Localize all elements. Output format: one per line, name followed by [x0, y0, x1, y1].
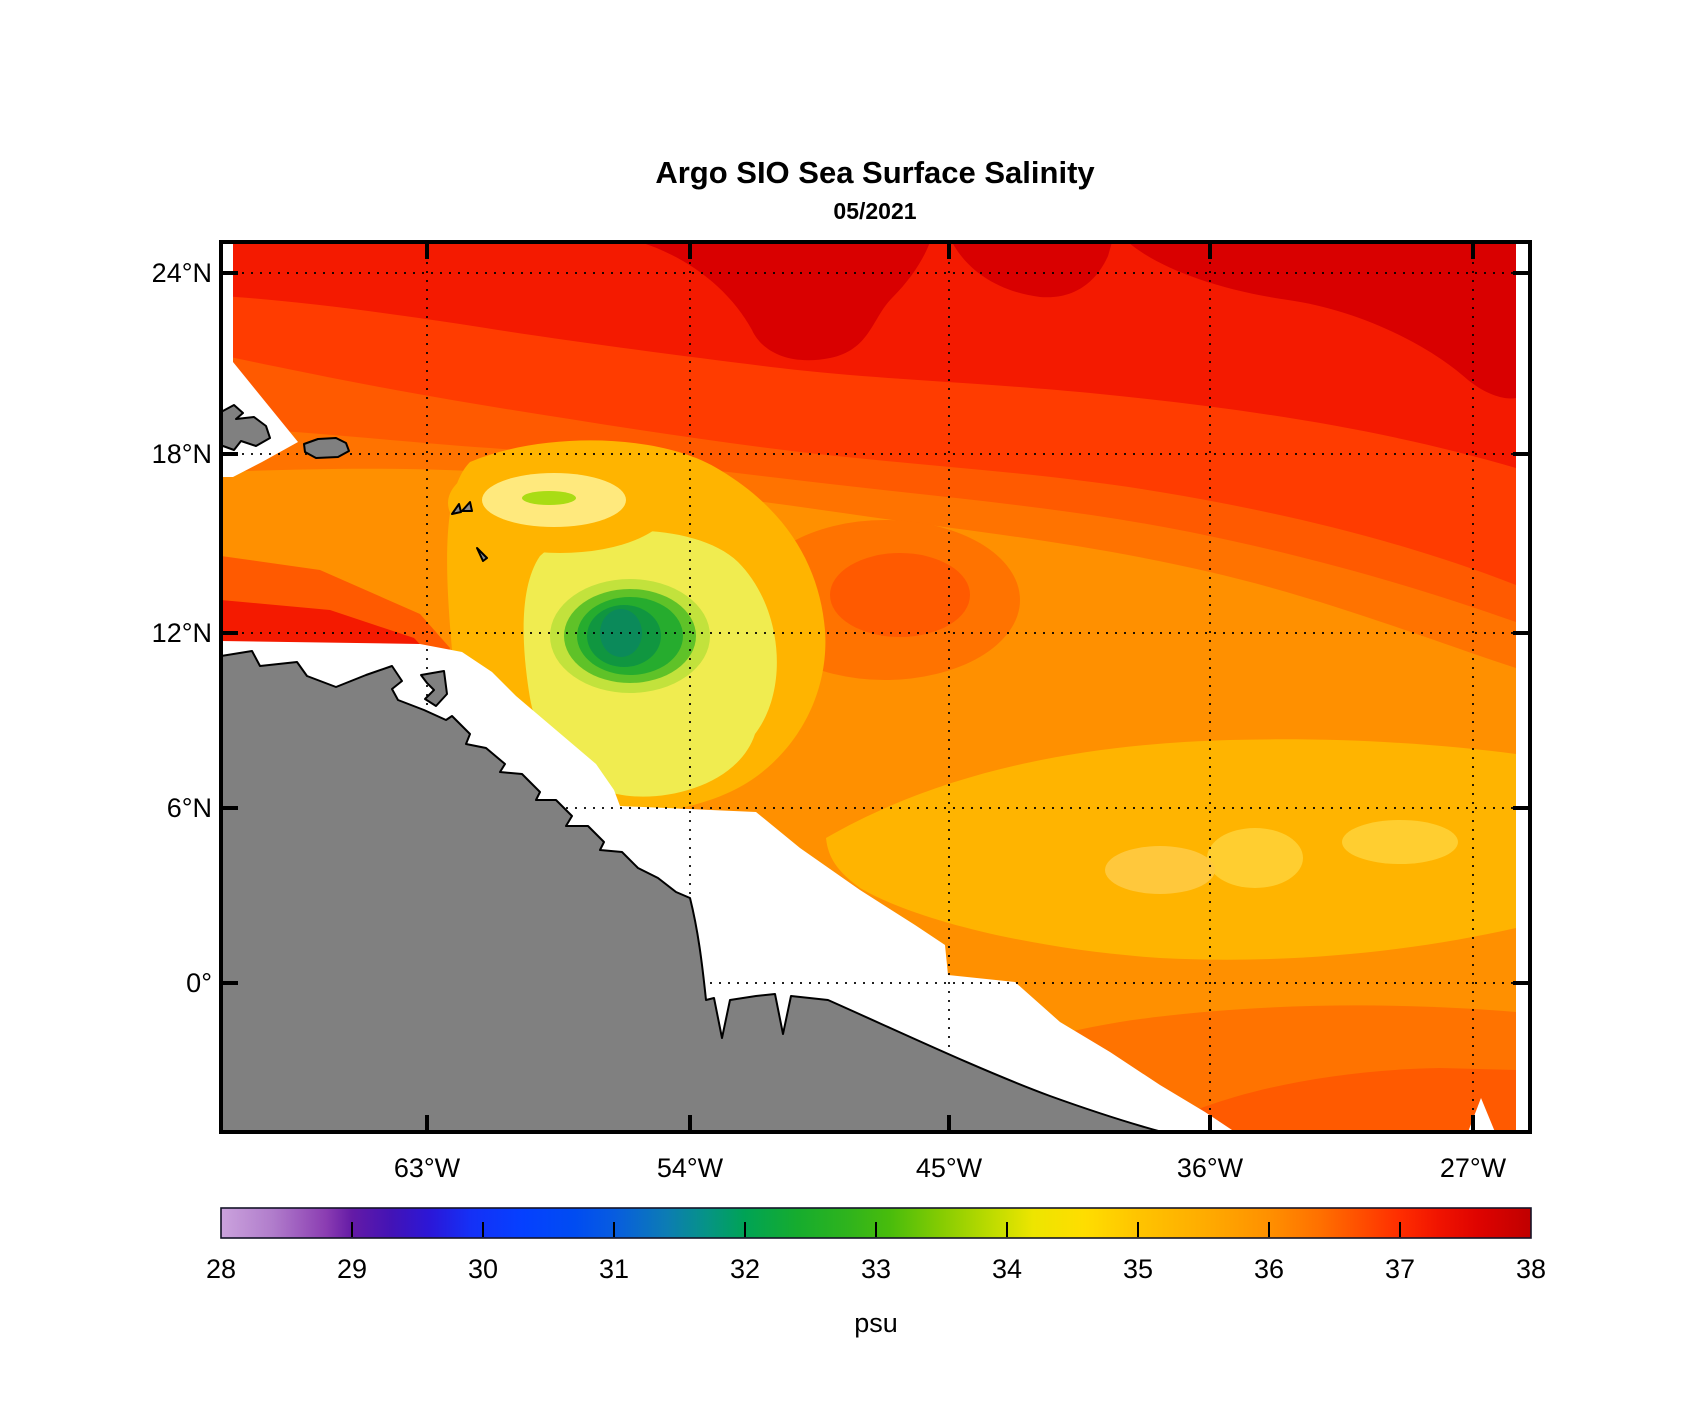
puerto-rico-island	[303, 437, 350, 459]
colorbar-tick-labels: 28 29 30 31 32 33 34 35 36 37 38	[206, 1254, 1546, 1284]
x-axis-labels: 63°W 54°W 45°W 36°W 27°W	[394, 1153, 1507, 1183]
x-tick-36w: 36°W	[1177, 1153, 1244, 1183]
x-tick-54w: 54°W	[657, 1153, 724, 1183]
axes-frame-group	[219, 240, 1532, 1134]
cb-28: 28	[206, 1254, 236, 1284]
x-tick-27w: 27°W	[1440, 1153, 1507, 1183]
x-tick-63w: 63°W	[394, 1153, 461, 1183]
colorbar-group: 28 29 30 31 32 33 34 35 36 37 38 psu	[206, 1207, 1546, 1338]
graticule-gridlines	[224, 244, 1528, 1130]
colorbar-units-label: psu	[854, 1308, 898, 1338]
colorbar-tick-marks	[351, 1222, 1401, 1237]
trinidad-island	[420, 670, 448, 707]
y-tick-6n: 6°N	[167, 793, 212, 823]
y-tick-24n: 24°N	[152, 258, 212, 288]
ocean-salinity-field	[221, 242, 1530, 1132]
y-tick-12n: 12°N	[152, 618, 212, 648]
cb-29: 29	[337, 1254, 367, 1284]
cb-38: 38	[1516, 1254, 1546, 1284]
landmass-group	[221, 404, 1163, 1132]
y-tick-0: 0°	[186, 968, 212, 998]
cb-36: 36	[1254, 1254, 1284, 1284]
cb-34: 34	[992, 1254, 1022, 1284]
cb-37: 37	[1385, 1254, 1415, 1284]
y-axis-labels: 24°N 18°N 12°N 6°N 0°	[152, 258, 212, 998]
x-tick-45w: 45°W	[916, 1153, 983, 1183]
fresh-lens-patch	[448, 453, 672, 553]
cb-30: 30	[468, 1254, 498, 1284]
y-tick-18n: 18°N	[152, 439, 212, 469]
salinity-contour-bands-north	[221, 242, 1516, 668]
cb-33: 33	[861, 1254, 891, 1284]
lesser-antilles-islets	[451, 501, 488, 562]
cb-32: 32	[730, 1254, 760, 1284]
cb-35: 35	[1123, 1254, 1153, 1284]
no-data-east-strip	[1516, 242, 1530, 1132]
cb-31: 31	[599, 1254, 629, 1284]
chart-subtitle: 05/2021	[833, 198, 916, 224]
axis-tick-marks	[223, 244, 1528, 1130]
south-america-landmass	[221, 650, 1163, 1132]
chart-title: Argo SIO Sea Surface Salinity	[655, 155, 1095, 190]
plot-frame	[219, 240, 1532, 1134]
